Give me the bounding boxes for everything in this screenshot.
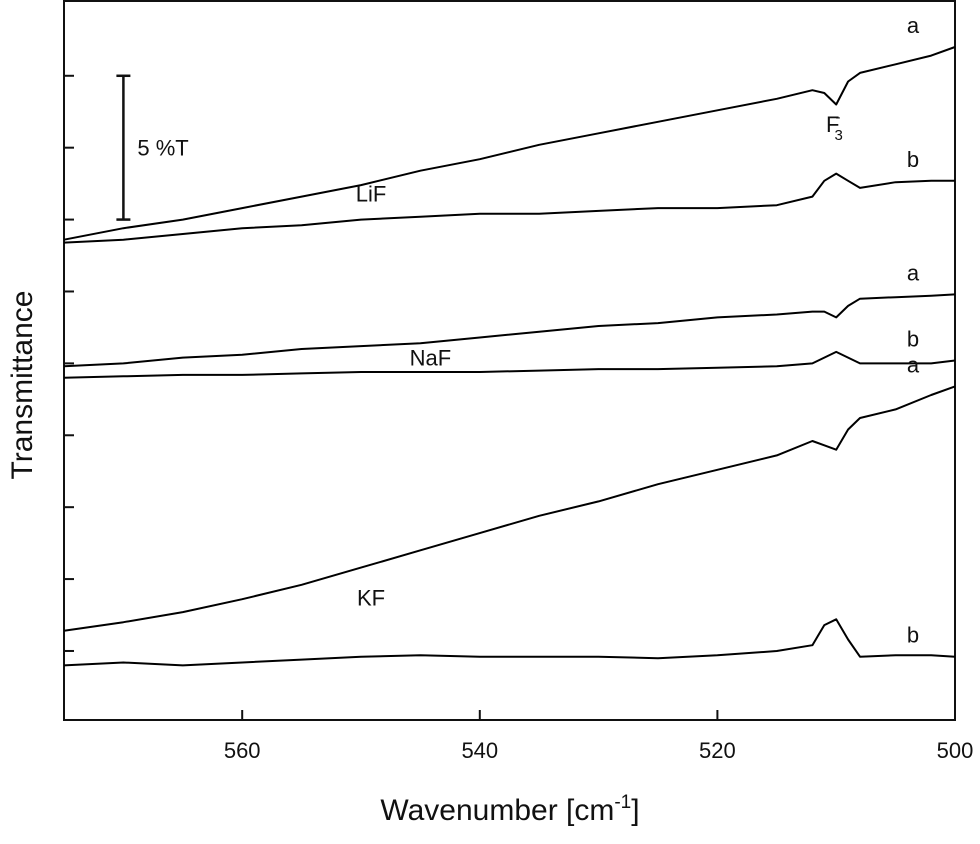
series-line: [63, 46, 956, 241]
series-label: a: [907, 13, 920, 38]
series-line: [63, 293, 956, 368]
x-axis-label: Wavenumber [cm-1]: [380, 792, 639, 827]
series-line: [63, 618, 956, 667]
x-tick-label: 560: [224, 738, 261, 763]
x-axis-label-end: ]: [631, 794, 639, 827]
series-label: a: [907, 352, 920, 377]
group-label: KF: [357, 585, 385, 610]
x-tick-label: 500: [937, 738, 974, 763]
series-label: b: [907, 147, 919, 172]
x-tick-label: 520: [699, 738, 736, 763]
peak-label-main: F: [826, 112, 839, 137]
series-label: b: [907, 327, 919, 352]
series-label: a: [907, 260, 920, 285]
series-line: [63, 172, 955, 244]
plot-frame: [63, 0, 956, 721]
group-label: LiF: [356, 182, 387, 207]
peak-label-sub: 3: [834, 127, 842, 144]
x-axis-label-sup: -1: [614, 792, 631, 813]
series-label: b: [907, 623, 919, 648]
peak-label-sup: -: [835, 109, 840, 126]
scale-bar-label: 5 %T: [137, 136, 188, 161]
x-axis-label-main: Wavenumber [cm: [380, 794, 614, 827]
group-label: NaF: [410, 346, 452, 371]
y-axis-label: Transmittance: [6, 291, 39, 480]
series-line: [63, 385, 956, 632]
series-line: [63, 350, 956, 379]
x-tick-label: 540: [461, 738, 498, 763]
peak-label: F-3: [826, 109, 843, 144]
